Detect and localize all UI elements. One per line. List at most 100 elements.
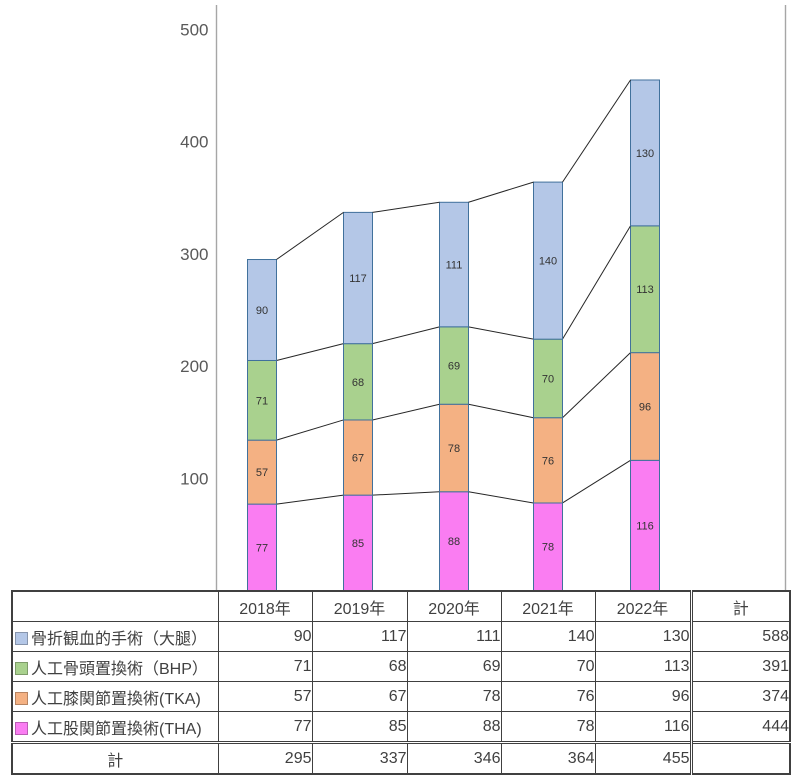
stacked-bar-chart: 100 200 300 400 500 77 85 88 78 116 57 67 78 76 96 71 68…	[180, 5, 787, 592]
row-label-cell: 骨折観血的手術（大腿）	[11, 621, 219, 652]
value-cell: 67	[311, 681, 408, 712]
bar-value-label: 78	[542, 542, 554, 554]
series-connector-line-bhp	[276, 343, 344, 361]
bar-segment-bhp-2020	[439, 326, 469, 405]
table-header: 2018年 2019年 2020年 2021年 2022年計	[11, 590, 791, 622]
table-row: 骨折観血的手術（大腿） 90 117 111 140 130 588	[11, 621, 791, 652]
bar-value-label: 90	[256, 305, 268, 317]
table-row: 人工股関節置換術(THA) 77 85 88 78 116 444	[11, 711, 791, 743]
bar-value-label: 85	[352, 538, 364, 550]
total-value-cell: 346	[406, 741, 502, 775]
bar-value-label: 88	[448, 536, 460, 548]
value-cell: 68	[311, 651, 408, 682]
header-cell: 計	[689, 590, 791, 622]
bar-value-label: 96	[639, 401, 651, 413]
value-cell: 69	[406, 651, 502, 682]
bar-segment-fracture-2022	[630, 79, 660, 227]
bar-value-label: 140	[539, 256, 557, 268]
header-cell-empty	[11, 590, 219, 622]
bar-segment-tha-2020	[439, 491, 469, 592]
data-table: 2018年 2019年 2020年 2021年 2022年計 骨折観血的手術（大腿） 90…	[11, 590, 791, 775]
y-axis-tick-label: 100	[180, 469, 208, 488]
value-cell: 78	[406, 681, 502, 712]
bar-segment-tha-2018	[247, 503, 277, 591]
value-cell: 113	[594, 651, 692, 682]
bar-value-label: 78	[448, 443, 460, 455]
row-total-cell: 444	[689, 711, 791, 743]
value-cell: 130	[594, 621, 692, 652]
row-total-cell: 391	[689, 651, 791, 682]
table-row: 人工膝関節置換術(TKA) 57 67 78 76 96 374	[11, 681, 791, 712]
row-total-cell: 374	[689, 681, 791, 712]
bar-segment-tka-2020	[439, 403, 469, 493]
total-value-cell: 364	[500, 741, 596, 775]
total-value-cell: 337	[311, 741, 408, 775]
row-label: 骨折観血的手術（大腿）	[31, 630, 208, 648]
legend-swatch-icon	[15, 691, 28, 705]
total-value-cell: 455	[594, 741, 692, 775]
table-header-row: 2018年 2019年 2020年 2021年 2022年計	[11, 590, 791, 622]
bar-value-label: 113	[636, 284, 654, 296]
bar-value-label: 67	[352, 453, 364, 465]
value-cell: 70	[500, 651, 596, 682]
row-label-cell: 人工骨頭置換術（BHP）	[11, 651, 219, 682]
value-cell: 78	[500, 711, 596, 743]
value-cell: 57	[217, 681, 313, 712]
series-connector-line-tka	[372, 403, 440, 421]
value-cell: 96	[594, 681, 692, 712]
bar-value-label: 116	[636, 520, 654, 532]
series-connector-line-fracture	[372, 201, 440, 213]
header-cell: 2021年	[500, 590, 596, 622]
table-total-row: 計 295 337 346 364 455	[11, 741, 791, 775]
bar-value-label: 71	[256, 395, 268, 407]
value-cell: 117	[311, 621, 408, 652]
value-cell: 140	[500, 621, 596, 652]
table-body: 骨折観血的手術（大腿） 90 117 111 140 130 588 人工骨頭置換術（BHP）…	[11, 621, 791, 775]
row-total-cell: 588	[689, 621, 791, 652]
bar-segment-tka-2021	[533, 417, 563, 504]
series-connector-line-tka	[276, 419, 344, 441]
value-cell: 88	[406, 711, 502, 743]
bar-segment-tka-2018	[247, 439, 277, 505]
bar-value-label: 70	[542, 373, 554, 385]
value-cell: 76	[500, 681, 596, 712]
legend-swatch-icon	[15, 631, 28, 645]
bar-value-label: 117	[349, 273, 367, 285]
value-cell: 90	[217, 621, 313, 652]
bar-value-label: 69	[448, 361, 460, 373]
series-connector-line-bhp	[468, 326, 534, 340]
row-label: 人工股関節置換術(THA)	[31, 720, 202, 738]
y-axis-tick-label: 200	[180, 357, 208, 376]
bar-value-label: 57	[256, 467, 268, 479]
y-axis-tick-label: 300	[180, 245, 208, 264]
bar-value-label: 68	[352, 377, 364, 389]
bar-value-label: 111	[446, 260, 463, 272]
bar-value-label: 77	[256, 542, 268, 554]
series-connector-line-tka	[468, 403, 534, 419]
bar-segment-tha-2021	[533, 502, 563, 592]
header-cell: 2022年	[594, 590, 692, 622]
header-cell: 2019年	[311, 590, 408, 622]
y-axis-tick-label: 400	[180, 133, 208, 152]
series-connector-line-tha	[372, 491, 440, 496]
series-connector-line-tha	[562, 459, 631, 504]
bar-segment-fracture-2021	[533, 181, 563, 340]
y-axis-tick-label: 500	[180, 21, 208, 40]
table-row: 人工骨頭置換術（BHP） 71 68 69 70 113 391	[11, 651, 791, 682]
value-cell: 111	[406, 621, 502, 652]
total-row-label: 計	[11, 741, 219, 775]
series-connector-line-bhp	[562, 225, 631, 340]
bar-segment-fracture-2018	[247, 259, 277, 361]
value-cell: 71	[217, 651, 313, 682]
legend-swatch-icon	[15, 661, 28, 675]
legend-swatch-icon	[15, 721, 28, 735]
row-label: 人工膝関節置換術(TKA)	[31, 690, 201, 708]
series-connector-line-tka	[562, 352, 631, 419]
series-connector-line-bhp	[372, 326, 440, 345]
bar-value-label: 76	[542, 455, 554, 467]
bar-segment-fracture-2019	[343, 211, 373, 345]
bar-segment-fracture-2020	[439, 201, 469, 328]
value-cell: 116	[594, 711, 692, 743]
header-cell: 2020年	[406, 590, 502, 622]
